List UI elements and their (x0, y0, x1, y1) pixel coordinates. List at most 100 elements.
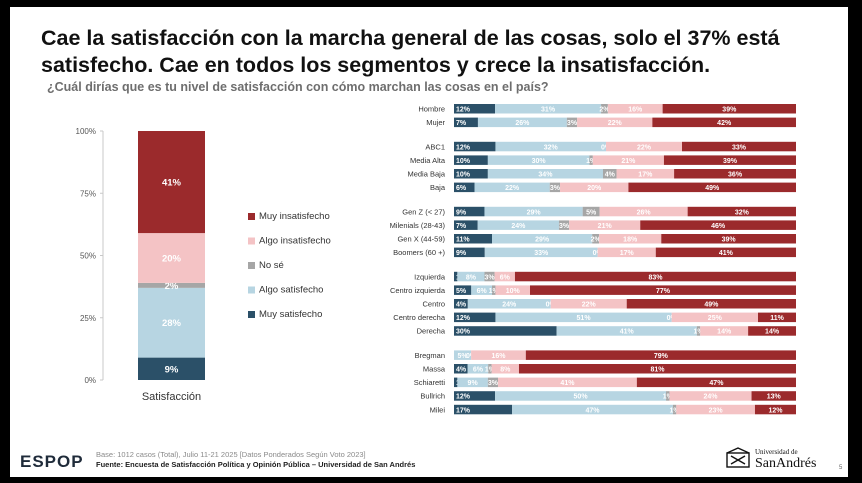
segment-row-label: Gen X (44-59) (397, 235, 445, 244)
segment-bar (626, 299, 796, 309)
segment-bar (454, 247, 485, 258)
segment-bar (599, 234, 662, 244)
segment-data-label: 12% (456, 107, 471, 114)
segment-bar (495, 285, 530, 295)
segment-data-label: 3% (484, 274, 495, 281)
segment-data-label: 6% (473, 367, 484, 374)
segment-row-label: Gen Z (< 27) (402, 207, 445, 216)
segment-data-label: 30% (456, 329, 471, 336)
segment-bar (601, 104, 608, 114)
segment-row-label: Centro derecha (393, 313, 446, 322)
segment-bar (454, 182, 475, 193)
segment-data-label: 7% (456, 223, 467, 230)
segment-data-label: 2% (591, 237, 602, 244)
segment-bar (454, 285, 472, 295)
segment-bar (491, 364, 519, 374)
segment-bar (454, 391, 496, 401)
segment-row-label: Centro izquierda (390, 286, 446, 295)
segment-row-label: ABC1 (425, 142, 445, 151)
segment-data-label: 4% (456, 367, 467, 374)
segment-bar (495, 391, 667, 401)
segment-data-label: 49% (704, 302, 719, 309)
segment-data-label: 23% (709, 407, 724, 414)
segment-data-label: 1% (485, 367, 496, 374)
udesa-crest-icon (726, 447, 750, 468)
segment-data-label: 51% (577, 315, 592, 322)
udesa-logo-top: Universidad de (755, 448, 798, 456)
segment-bar (498, 377, 637, 388)
legend-swatch (248, 213, 255, 220)
segment-bar (628, 182, 796, 193)
segment-data-label: 39% (722, 107, 737, 114)
overall-satisfaction-chart: 0% 25% 50% 75% 100% 9% 28% 2% 20% 41% Satisfacción… (76, 127, 331, 403)
segment-bar (495, 141, 606, 152)
segment-data-label: 81% (650, 367, 665, 374)
segment-data-label: 20% (587, 185, 602, 192)
segment-bar (484, 247, 598, 258)
segment-data-label: 3% (550, 185, 561, 192)
y-tick-label: 0% (84, 376, 96, 385)
segment-row-label: Media Alta (410, 156, 446, 165)
segment-data-label: 12% (456, 144, 471, 151)
segment-data-label: 21% (621, 158, 636, 165)
segment-bar (454, 104, 496, 114)
segment-data-label: 1% (670, 407, 681, 414)
segment-data-label: 11% (770, 315, 784, 322)
segment-bar (589, 155, 593, 165)
segment-bar (484, 206, 583, 217)
segment-bar (471, 285, 492, 295)
segment-row-label: Centro (422, 300, 445, 309)
segment-data-label: 41% (620, 329, 635, 336)
segment-bar (558, 220, 570, 230)
segment-data-label: 14% (765, 329, 780, 336)
segment-bar (454, 377, 458, 388)
segment-data-label: 5% (586, 209, 597, 216)
segment-data-label: 26% (515, 120, 530, 127)
udesa-logo-main: SanAndrés (755, 456, 817, 471)
segment-data-label: 2% (599, 107, 610, 114)
footer-base: Base: 1012 casos (Total), Julio 11-21 20… (96, 450, 366, 459)
segment-bar (754, 404, 796, 415)
segment-data-label: 79% (654, 353, 669, 360)
segment-row-label: Media Baja (407, 170, 445, 179)
segment-bar (602, 169, 617, 179)
segment-data-label: 9% (456, 250, 467, 257)
segment-data-label: 5% (456, 288, 467, 295)
segment-bar (495, 312, 672, 323)
segment-bar (454, 234, 492, 244)
segment-data-label: 22% (608, 120, 623, 127)
segment-bar (676, 404, 755, 415)
segment-data-label: 12% (768, 407, 783, 414)
segment-data-label: 33% (534, 250, 549, 257)
segment-bar (474, 182, 550, 193)
segment-bar (454, 404, 513, 415)
segment-bar (454, 271, 458, 282)
segment-data-label: 24% (511, 223, 526, 230)
segment-bar (592, 155, 664, 165)
segment-bar (454, 220, 478, 230)
espop-logo: ESPOP (20, 452, 84, 472)
segment-data-label: 32% (735, 209, 750, 216)
segment-bar (492, 285, 496, 295)
segment-bar (758, 312, 796, 323)
segment-data-label: 6% (456, 185, 467, 192)
segment-data-label: 1% (663, 394, 674, 401)
segment-bar (487, 169, 603, 179)
segment-bar (655, 247, 796, 258)
segment-data-label: 50% (574, 394, 589, 401)
segment-bar (492, 234, 593, 244)
segment-bar (454, 299, 468, 309)
espop-logo-text: ESPOP (20, 452, 84, 471)
segment-data-label: 1% (586, 158, 597, 165)
segment-data-label: 9% (456, 209, 467, 216)
segment-bar (525, 350, 796, 360)
segment-data-label: 17% (638, 172, 653, 179)
segment-bar (556, 326, 697, 336)
segment-data-label: 8% (466, 274, 477, 281)
segment-data-label: 8% (500, 367, 511, 374)
segment-data-label: 12% (456, 394, 471, 401)
segment-data-label: 47% (709, 380, 724, 387)
segment-data-label: 6% (500, 274, 511, 281)
segment-bar (530, 285, 796, 295)
segment-row-label: Izquierda (414, 272, 446, 281)
